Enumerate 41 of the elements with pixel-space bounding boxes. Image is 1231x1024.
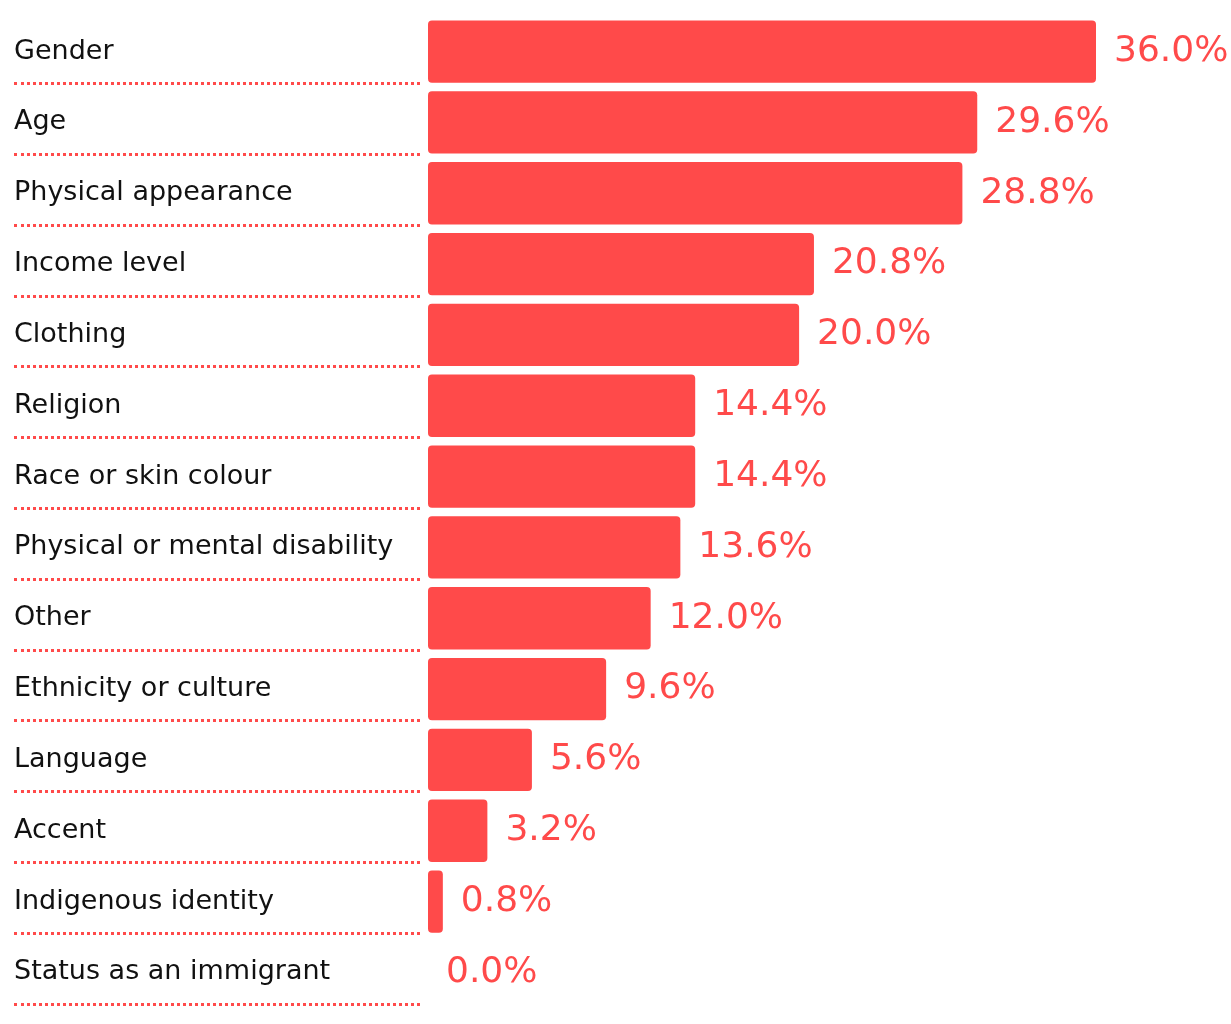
bar: [428, 303, 800, 367]
data-label: 20.8%: [831, 240, 947, 282]
y-tick-label: Gender: [14, 33, 115, 65]
data-label: 29.6%: [995, 98, 1110, 140]
data-label: 13.6%: [698, 523, 813, 565]
y-tick-label: Physical or mental disability: [14, 529, 394, 561]
bar: [428, 516, 681, 579]
y-tick-label: Status as an immigrant: [14, 954, 331, 986]
y-tick-label: Ethnicity or culture: [14, 671, 272, 703]
bar: [428, 162, 963, 225]
y-tick-label: Age: [14, 104, 67, 136]
data-label: 28.8%: [980, 169, 1095, 211]
bar: [428, 799, 488, 862]
bar: [428, 445, 696, 508]
data-label: 12.0%: [668, 594, 784, 636]
y-tick-label: Language: [14, 741, 148, 773]
y-tick-label: Religion: [14, 387, 122, 419]
data-label: 20.0%: [817, 311, 932, 353]
data-label: 9.6%: [624, 665, 716, 707]
y-tick-label: Income level: [14, 246, 187, 278]
bar: [428, 870, 443, 933]
data-label: 3.2%: [505, 807, 597, 849]
y-tick-label: Physical appearance: [14, 175, 293, 207]
bar: [428, 232, 814, 296]
y-tick-label: Accent: [14, 812, 106, 844]
data-label: 14.4%: [713, 452, 828, 494]
bar: [428, 91, 978, 154]
bar: [428, 374, 696, 437]
y-tick-label: Clothing: [14, 316, 127, 348]
bar: [428, 657, 607, 721]
y-tick-label: Indigenous identity: [14, 883, 274, 915]
data-label: 0.8%: [460, 877, 553, 919]
data-label: 14.4%: [713, 382, 828, 424]
bar: [428, 587, 651, 650]
y-tick-label: Other: [14, 600, 92, 632]
y-tick-label: Race or skin colour: [14, 458, 273, 490]
data-label: 36.0%: [1114, 27, 1229, 69]
data-label: 0.0%: [446, 948, 538, 990]
data-label: 5.6%: [549, 736, 642, 778]
bar: [428, 20, 1096, 83]
bar: [428, 728, 532, 792]
